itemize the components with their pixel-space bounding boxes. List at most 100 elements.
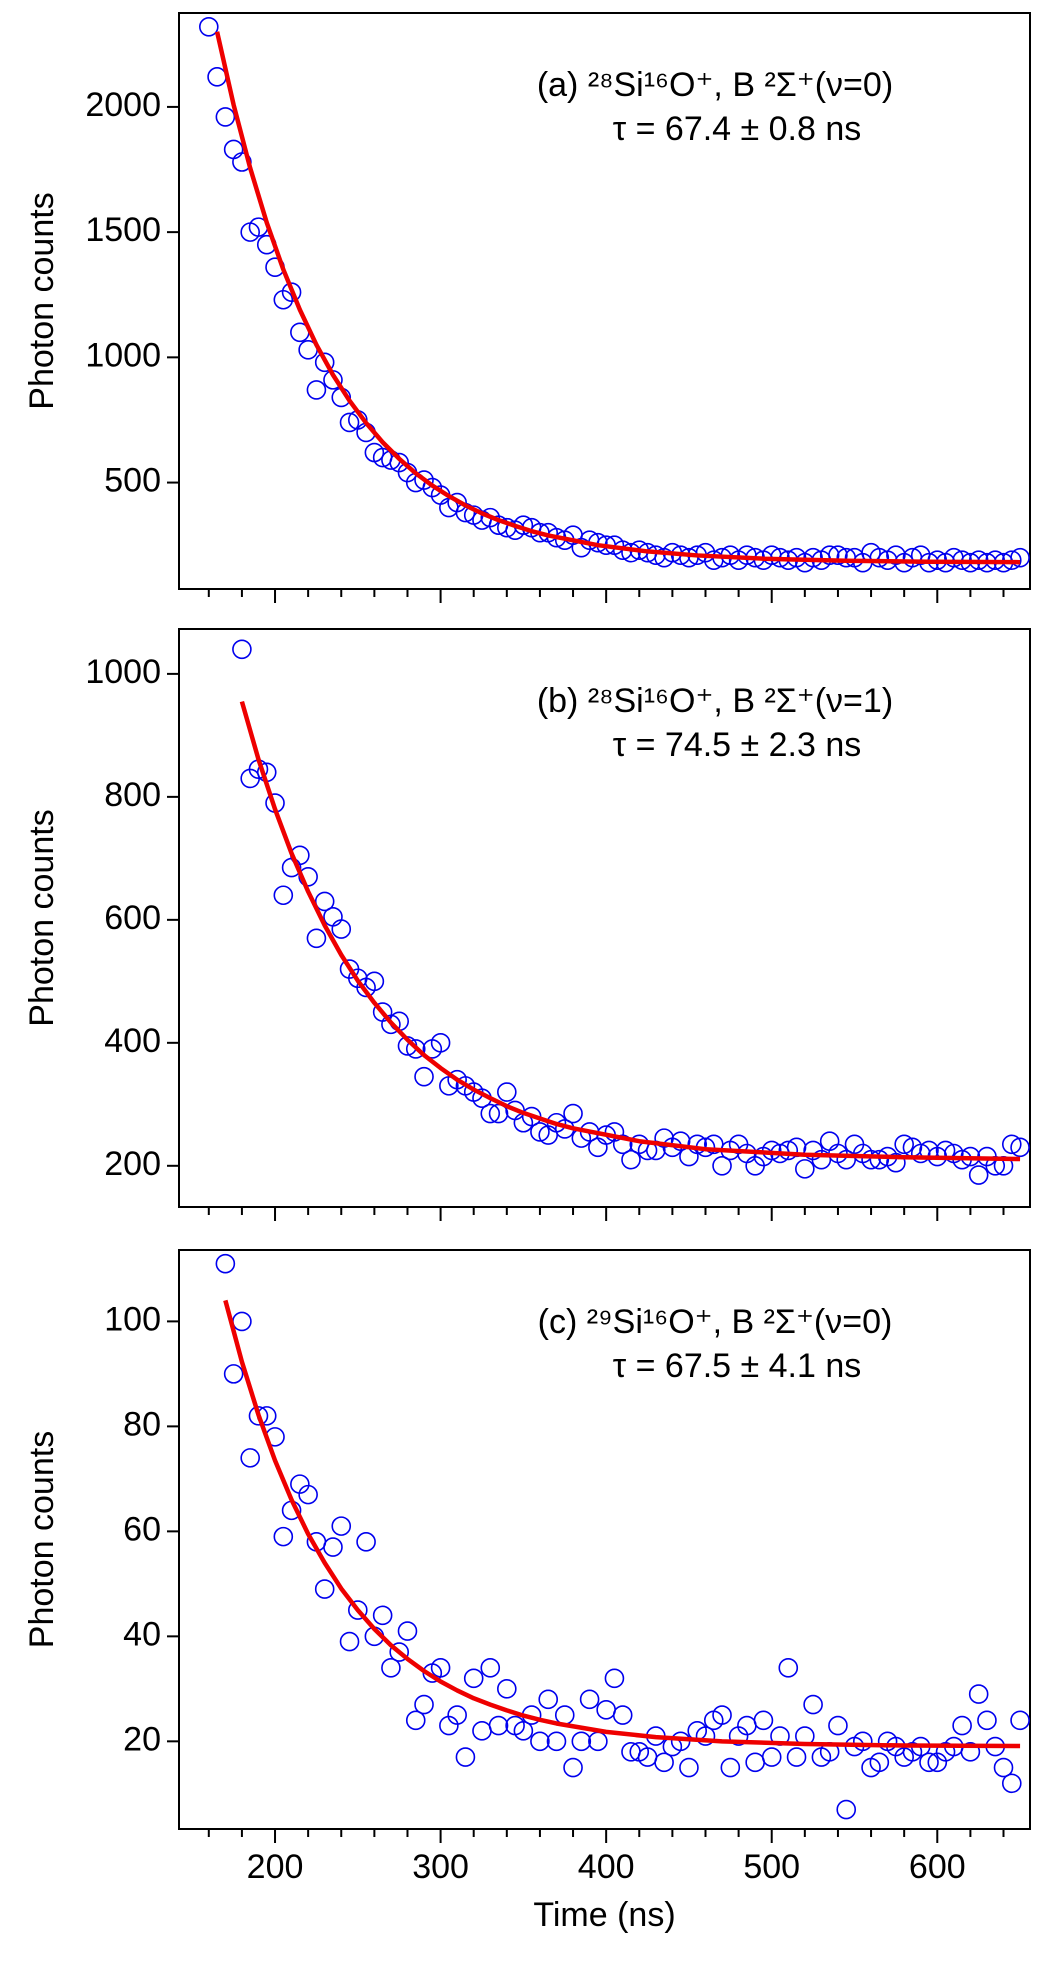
data-point (306, 380, 327, 400)
annotation: (b) ²⁸Si¹⁶O⁺, B ²Σ⁺(ν=1) (537, 682, 893, 720)
data-point (960, 1742, 981, 1762)
data-point (240, 1448, 260, 1468)
x-tick-label: 300 (412, 1848, 469, 1886)
data-point (281, 282, 302, 303)
data-point (381, 1658, 401, 1678)
data-point (712, 1705, 732, 1725)
data-point (753, 1710, 774, 1731)
data-point (538, 1689, 559, 1710)
data-point (695, 1726, 716, 1746)
data-point (588, 1731, 608, 1752)
data-point (1001, 1773, 1022, 1794)
y-tick-label: 1000 (85, 336, 161, 374)
data-point (894, 1134, 914, 1155)
data-point (968, 1165, 989, 1185)
y-tick-label: 80 (123, 1405, 161, 1443)
data-point (968, 1684, 989, 1704)
data-point (604, 1668, 625, 1689)
data-point (869, 1752, 890, 1773)
data-point (910, 1143, 931, 1164)
data-point (596, 1700, 616, 1720)
data-point (314, 1579, 335, 1599)
data-point (414, 1694, 434, 1715)
data-point (530, 1731, 550, 1752)
y-tick-label: 40 (123, 1615, 161, 1653)
data-point (463, 1668, 484, 1689)
annotation: (a) ²⁸Si¹⁶O⁺, B ²Σ⁺(ν=0) (537, 66, 893, 104)
data-point (323, 1537, 343, 1557)
data-point (273, 1526, 294, 1547)
data-point (455, 1747, 476, 1767)
data-point (828, 1715, 848, 1736)
data-point (397, 1621, 418, 1641)
annotation: τ = 67.4 ± 0.8 ns (613, 110, 862, 148)
y-tick-label: 200 (104, 1145, 161, 1183)
data-point (472, 1721, 492, 1741)
data-point (993, 1757, 1014, 1778)
data-point (786, 1747, 807, 1767)
data-point (331, 1516, 352, 1536)
data-point (952, 1715, 972, 1736)
data-point (1010, 1137, 1030, 1158)
data-point (621, 1149, 641, 1170)
data-point (364, 971, 385, 992)
data-point (199, 16, 219, 37)
data-point (314, 352, 335, 373)
data-point (223, 139, 244, 160)
data-point (712, 1156, 732, 1176)
data-point (273, 885, 294, 906)
plot-frame (178, 1249, 1031, 1830)
y-tick-label: 800 (104, 776, 161, 814)
data-point (563, 1757, 583, 1778)
x-tick-label: 400 (578, 1848, 635, 1886)
y-tick-label: 2000 (85, 86, 161, 124)
annotation: (c) ²⁹Si¹⁶O⁺, B ²Σ⁺(ν=0) (538, 1303, 893, 1341)
data-point (1010, 547, 1030, 568)
data-point (546, 1731, 567, 1752)
data-point (679, 1146, 699, 1167)
data-point (497, 1082, 517, 1102)
data-point (646, 545, 666, 565)
data-point (232, 1311, 252, 1332)
y-axis-label: Photon counts (23, 809, 61, 1026)
data-point (207, 67, 227, 87)
y-axis-label: Photon counts (23, 192, 61, 409)
data-point (215, 1253, 236, 1274)
data-point (869, 547, 890, 568)
data-point (836, 1799, 857, 1820)
plot-frame (178, 12, 1031, 590)
data-point (339, 412, 360, 433)
y-tick-label: 500 (104, 462, 161, 500)
y-tick-label: 600 (104, 899, 161, 937)
x-axis-label: Time (ns) (533, 1896, 675, 1934)
data-point (1010, 1710, 1030, 1731)
data-point (803, 1694, 823, 1715)
data-point (323, 906, 343, 927)
data-point (348, 1600, 368, 1620)
data-point (861, 1149, 881, 1170)
x-tick-label: 600 (909, 1848, 966, 1886)
annotation: τ = 74.5 ± 2.3 ns (613, 726, 862, 764)
fit-line (223, 1299, 1021, 1749)
data-point (554, 1705, 575, 1725)
data-point (828, 545, 848, 565)
y-tick-label: 400 (104, 1022, 161, 1060)
y-tick-label: 1000 (85, 653, 161, 691)
data-point (563, 1103, 583, 1124)
data-point (852, 1731, 873, 1752)
x-tick-label: 500 (743, 1848, 800, 1886)
data-point (654, 1752, 674, 1773)
data-point (1001, 1134, 1022, 1155)
data-point (223, 1364, 244, 1384)
x-tick-label: 200 (247, 1848, 304, 1886)
fit-line (214, 31, 1021, 565)
data-point (405, 1710, 426, 1731)
y-tick-label: 20 (123, 1720, 161, 1758)
data-point (819, 545, 840, 565)
data-point (331, 919, 352, 939)
data-point (778, 1658, 799, 1678)
y-tick-label: 100 (104, 1300, 161, 1338)
annotation: τ = 67.5 ± 4.1 ns (613, 1347, 862, 1385)
data-point (720, 1757, 741, 1778)
